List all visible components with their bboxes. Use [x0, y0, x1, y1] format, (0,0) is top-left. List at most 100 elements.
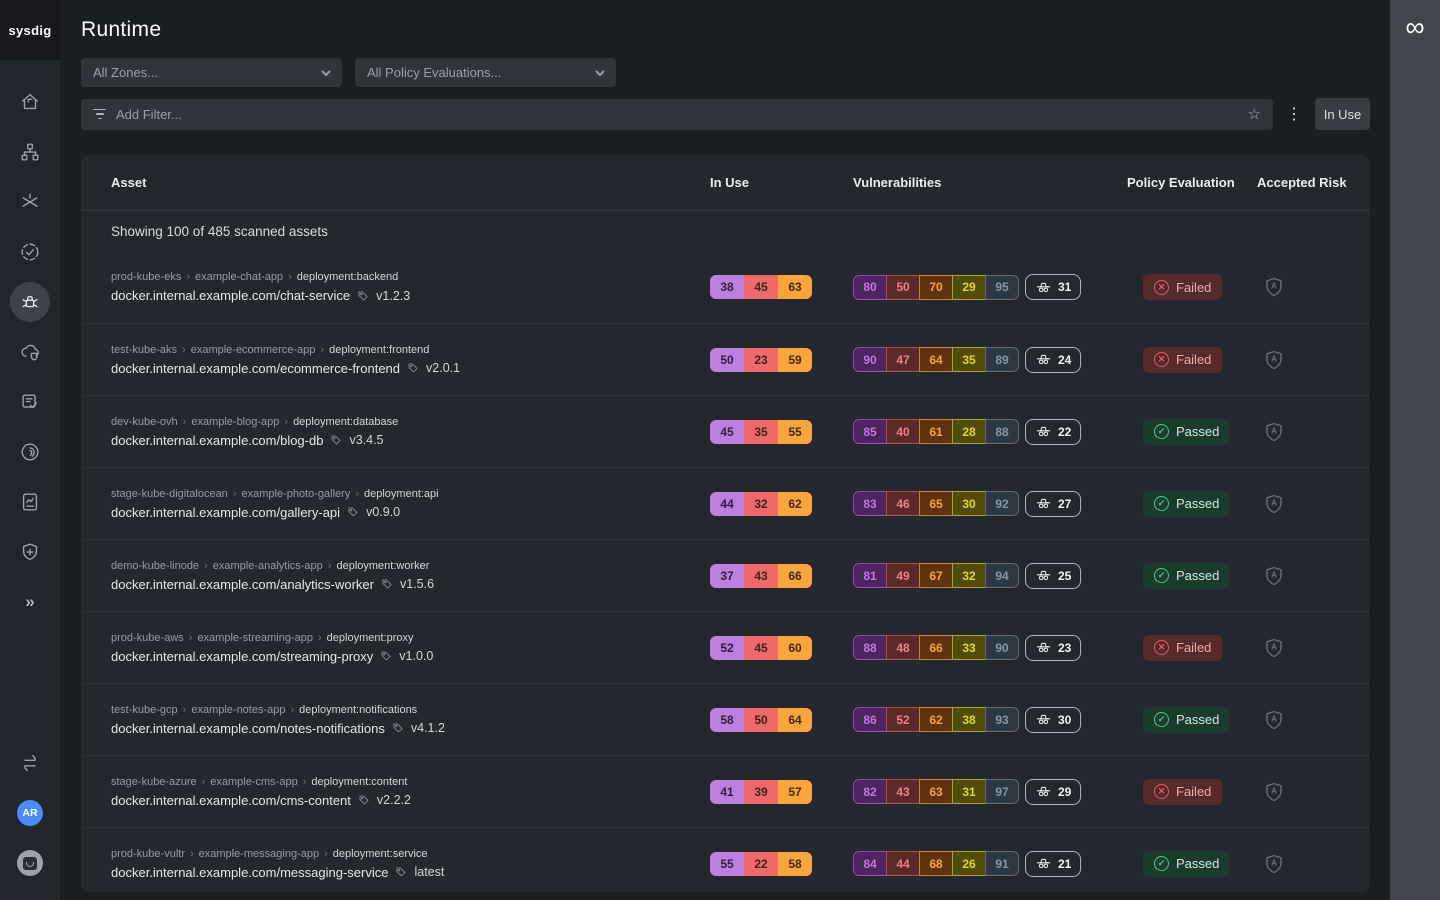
- policy-status-label: Passed: [1176, 568, 1220, 583]
- cluster-name: prod-kube-aws: [111, 631, 184, 644]
- table-row[interactable]: stage-kube-digitalocean › example-photo-ga…: [81, 467, 1370, 539]
- image-name: docker.internal.example.com/streaming-pr…: [111, 648, 374, 664]
- in-use-high-count: 45: [744, 275, 778, 299]
- accepted-risk-cell: A: [1257, 566, 1370, 586]
- sidebar-item-vulnerabilities[interactable]: [0, 277, 60, 327]
- vulnerability-badge-group: 80 50 70 29 95: [853, 274, 1019, 300]
- policy-evaluation-cell: ✕ ✓ Failed: [1127, 274, 1257, 300]
- asset-breadcrumb: prod-kube-vultr › example-messaging-app › de…: [111, 848, 710, 860]
- sidebar-item-support[interactable]: [0, 838, 60, 888]
- in-use-button[interactable]: In Use: [1315, 98, 1370, 130]
- sidebar-item-sync[interactable]: [0, 738, 60, 788]
- sidebar-item-shield-plus[interactable]: [0, 527, 60, 577]
- in-use-medium-count: 62: [778, 491, 812, 516]
- infinity-logo-icon[interactable]: ∞: [1405, 12, 1425, 42]
- x-circle-icon: ✕: [1154, 279, 1169, 295]
- asset-cell: prod-kube-aws › example-streaming-app › depl…: [111, 632, 710, 664]
- in-use-high-count: 45: [744, 635, 778, 660]
- page-title: Runtime: [81, 18, 162, 41]
- incognito-icon: [1036, 426, 1051, 437]
- incognito-icon: [1036, 858, 1051, 869]
- accepted-risk-cell: A: [1257, 854, 1370, 874]
- image-line: docker.internal.example.com/blog-db v3.4…: [111, 433, 710, 448]
- accepted-risk-shield-icon: A: [1265, 638, 1370, 658]
- accepted-risk-cell: A: [1257, 494, 1370, 514]
- table-row[interactable]: dev-kube-ovh › example-blog-app › deployment…: [81, 395, 1370, 467]
- asset-breadcrumb: dev-kube-ovh › example-blog-app › deployment…: [111, 416, 710, 428]
- in-use-medium-count: 58: [778, 851, 812, 876]
- image-version: v2.2.2: [376, 793, 411, 807]
- image-version: v2.0.1: [426, 361, 461, 375]
- sidebar-item-cloud-security[interactable]: [0, 327, 60, 377]
- filter-placeholder: Add Filter...: [116, 106, 182, 122]
- image-line: docker.internal.example.com/ecommerce-fr…: [111, 361, 710, 376]
- policy-status-label: Passed: [1176, 424, 1220, 439]
- in-use-high-count: 23: [744, 347, 778, 372]
- vulnerability-badge-group: 84 44 68 26 91: [853, 851, 1019, 876]
- policy-evaluations-select-value: All Policy Evaluations...: [367, 65, 502, 80]
- table-row[interactable]: prod-kube-eks › example-chat-app › deploymen…: [81, 251, 1370, 323]
- deployment-name: deployment:worker: [336, 559, 430, 572]
- sidebar-item-infrastructure[interactable]: [0, 127, 60, 177]
- sidebar-item-policies[interactable]: [0, 377, 60, 427]
- in-use-medium-count: 55: [778, 419, 812, 444]
- table-row[interactable]: test-kube-gcp › example-notes-app › deployme…: [81, 683, 1370, 755]
- x-circle-icon: ✕: [1154, 352, 1169, 367]
- svg-text:A: A: [1271, 786, 1277, 795]
- sidebar-item-expand[interactable]: »: [0, 577, 60, 627]
- accepted-risk-shield-icon: A: [1265, 422, 1370, 442]
- accepted-risk-cell: A: [1257, 638, 1370, 658]
- chevron-down-icon: [595, 70, 605, 76]
- deployment-name: deployment:content: [311, 775, 408, 788]
- vulnerabilities-icon: [10, 282, 50, 322]
- table-row[interactable]: prod-kube-vultr › example-messaging-app › de…: [81, 827, 1370, 892]
- sidebar-item-benchmarks[interactable]: [0, 227, 60, 277]
- table-row[interactable]: prod-kube-aws › example-streaming-app › depl…: [81, 611, 1370, 683]
- table-row[interactable]: demo-kube-linode › example-analytics-app › d…: [81, 539, 1370, 611]
- star-icon[interactable]: ☆: [1247, 106, 1261, 123]
- namespace-name: example-ecommerce-app: [190, 343, 316, 356]
- image-version: v1.5.6: [400, 577, 435, 591]
- breadcrumb-separator: ›: [302, 775, 307, 788]
- accepted-risk-cell: A: [1257, 782, 1370, 802]
- check-circle-icon: ✓: [1154, 424, 1169, 439]
- asset-cell: dev-kube-ovh › example-blog-app › deployment…: [111, 416, 710, 448]
- table-row[interactable]: test-kube-aks › example-ecommerce-app › depl…: [81, 323, 1370, 395]
- svg-text:A: A: [1271, 498, 1277, 507]
- accepted-risk-shield-icon: A: [1265, 277, 1370, 297]
- add-filter-input[interactable]: Add Filter... ☆: [81, 98, 1273, 130]
- sidebar-item-integrations[interactable]: [0, 177, 60, 227]
- in-use-critical-count: 44: [710, 491, 744, 516]
- vulnerability-badge-group: 83 46 65 30 92: [853, 491, 1019, 516]
- asset-breadcrumb: test-kube-aks › example-ecommerce-app › depl…: [111, 344, 710, 356]
- accepted-risk-cell: A: [1257, 710, 1370, 730]
- svg-text:A: A: [1271, 570, 1277, 579]
- in-use-high-count: 22: [744, 851, 778, 876]
- x-circle-icon: ✕: [1154, 640, 1169, 655]
- in-use-critical-count: 45: [710, 419, 744, 444]
- kebab-menu-icon[interactable]: ⋮: [1286, 106, 1302, 123]
- cluster-name: test-kube-aks: [111, 343, 178, 356]
- not-in-use-badge: 25: [1025, 562, 1082, 589]
- cluster-name: stage-kube-digitalocean: [111, 487, 228, 500]
- asset-cell: demo-kube-linode › example-analytics-app › d…: [111, 560, 710, 592]
- sync-icon: [10, 743, 50, 783]
- policy-evaluations-select[interactable]: All Policy Evaluations...: [355, 58, 616, 87]
- accepted-risk-cell: A: [1257, 422, 1370, 442]
- in-use-medium-count: 57: [778, 779, 812, 804]
- sidebar-item-home[interactable]: [0, 77, 60, 127]
- home-icon: [10, 82, 50, 122]
- in-use-badge-group: 41 39 57: [710, 779, 812, 804]
- vuln-high-count: 43: [886, 779, 920, 804]
- sidebar-item-reports[interactable]: [0, 477, 60, 527]
- zones-select[interactable]: All Zones...: [81, 58, 342, 87]
- accepted-risk-cell: A: [1257, 350, 1370, 370]
- table-row[interactable]: stage-kube-azure › example-cms-app › deploym…: [81, 755, 1370, 827]
- policy-status-label: Failed: [1176, 352, 1212, 367]
- breadcrumb-separator: ›: [182, 703, 187, 716]
- accepted-risk-shield-icon: A: [1265, 494, 1370, 514]
- sidebar: sysdig » AR: [0, 0, 60, 900]
- sidebar-item-identity[interactable]: [0, 427, 60, 477]
- svg-text:A: A: [1271, 354, 1277, 363]
- sidebar-item-account[interactable]: AR: [0, 788, 60, 838]
